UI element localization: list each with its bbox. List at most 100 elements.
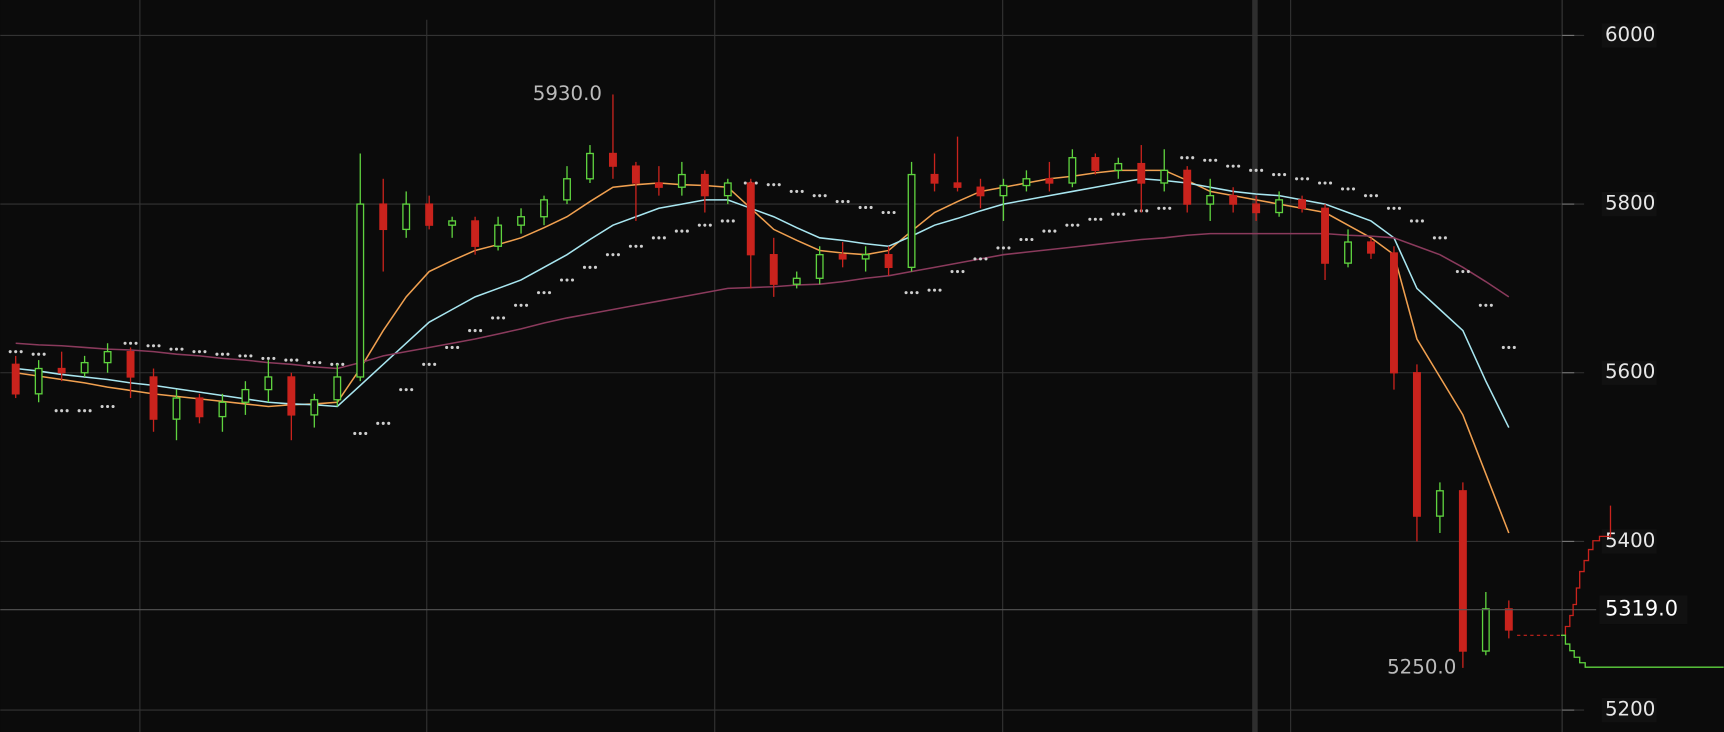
candle-body xyxy=(1458,490,1467,652)
candle-body xyxy=(586,152,594,180)
sar-dot xyxy=(680,229,684,233)
sar-dot xyxy=(180,347,184,351)
sar-dot xyxy=(812,194,816,198)
candle-body xyxy=(11,363,20,395)
sar-dot xyxy=(1249,168,1253,172)
sar-dot xyxy=(973,257,977,261)
sar-dot xyxy=(376,421,380,425)
y-tick-label: 5200 xyxy=(1605,698,1655,721)
sar-dot xyxy=(1024,237,1028,242)
candle-body xyxy=(356,203,365,378)
sar-dot xyxy=(8,350,12,354)
sar-dot xyxy=(261,356,265,360)
sar-dot xyxy=(60,409,64,413)
sar-dot xyxy=(593,265,598,269)
sar-dot xyxy=(1489,303,1493,307)
candle-body xyxy=(861,254,870,260)
sar-dot xyxy=(1461,270,1465,274)
candle-body xyxy=(195,397,204,418)
sar-dot xyxy=(1420,219,1424,223)
sar-dot xyxy=(1088,217,1092,221)
sar-dot xyxy=(289,358,293,362)
sar-dot xyxy=(1116,212,1120,216)
sar-dot xyxy=(83,409,87,413)
sar-dot xyxy=(1369,194,1373,198)
candle-body xyxy=(746,182,755,256)
sar-dot xyxy=(151,344,156,348)
candle-body xyxy=(287,376,296,416)
sar-dot xyxy=(473,329,477,333)
sar-dot xyxy=(933,288,937,292)
candle-body xyxy=(218,401,227,418)
candle-body xyxy=(1344,241,1352,264)
sar-dot xyxy=(818,194,822,198)
sar-dot xyxy=(864,205,868,209)
candle-body xyxy=(1275,199,1284,214)
sar-dot xyxy=(1438,236,1442,240)
sar-dot xyxy=(1386,206,1391,210)
sar-dot xyxy=(772,183,776,187)
sar-dot xyxy=(841,200,845,204)
candle-body xyxy=(402,203,411,231)
sar-dot xyxy=(887,210,891,215)
tick-label-bg xyxy=(1601,360,1657,385)
sar-dot xyxy=(479,329,483,333)
sar-dot xyxy=(1512,345,1516,349)
indicator-line xyxy=(15,178,1510,428)
sar-dot xyxy=(846,200,850,204)
sar-dot xyxy=(565,278,569,282)
sar-dot xyxy=(111,404,115,409)
sar-dot xyxy=(789,189,793,193)
y-tick-label: 6000 xyxy=(1605,23,1655,46)
bid-depth xyxy=(1561,634,1724,668)
sar-dot xyxy=(570,278,575,282)
high-label: 5930.0 xyxy=(533,82,602,105)
candle-body xyxy=(172,397,181,420)
sar-dot xyxy=(1157,206,1161,210)
candle-body xyxy=(1504,608,1513,631)
candle-body xyxy=(1045,178,1054,184)
sar-dot xyxy=(445,345,449,349)
sar-dot xyxy=(542,291,546,295)
sar-dot xyxy=(881,210,885,215)
sar-dot xyxy=(1351,187,1356,191)
sar-dot xyxy=(468,329,472,333)
sar-dot xyxy=(1203,158,1207,162)
sar-dot xyxy=(961,270,965,274)
sar-dot xyxy=(1323,181,1327,185)
candle-body xyxy=(310,399,319,416)
sar-dot xyxy=(634,244,638,248)
sar-dot xyxy=(795,189,799,193)
candle-body xyxy=(677,173,686,188)
sar-dot xyxy=(1260,168,1264,172)
sar-dot xyxy=(496,316,500,320)
sar-dot xyxy=(1254,168,1258,172)
sar-dot xyxy=(192,350,196,354)
sar-dot xyxy=(1007,246,1011,250)
sar-dot xyxy=(381,421,385,425)
sar-dot xyxy=(1306,177,1310,181)
sar-dot xyxy=(106,404,110,409)
sar-dot xyxy=(14,350,18,354)
candle-body xyxy=(1022,178,1031,187)
sar-dot xyxy=(1042,229,1046,233)
sar-dot xyxy=(146,344,150,348)
sar-dot xyxy=(37,352,41,356)
sar-dot xyxy=(1409,219,1413,223)
sar-dot xyxy=(433,362,437,366)
sar-dot xyxy=(858,205,862,209)
candle-body xyxy=(1160,169,1169,184)
sar-dot xyxy=(766,183,770,187)
sar-dot xyxy=(703,223,707,227)
sar-dot xyxy=(547,291,552,295)
candle-body xyxy=(425,203,434,226)
sar-dot xyxy=(915,291,919,295)
candle-body xyxy=(1091,157,1100,172)
candle-body xyxy=(907,173,916,268)
sar-dot xyxy=(1053,229,1057,233)
sar-dot xyxy=(731,219,735,223)
candle-body xyxy=(264,376,273,391)
sar-dot xyxy=(588,265,592,269)
sar-dot xyxy=(726,219,730,223)
